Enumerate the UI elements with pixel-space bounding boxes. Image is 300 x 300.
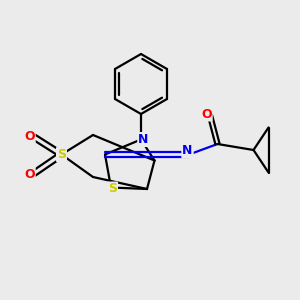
Text: O: O xyxy=(201,107,212,121)
Text: S: S xyxy=(108,182,117,196)
Text: O: O xyxy=(24,167,35,181)
Text: N: N xyxy=(138,133,148,146)
Text: N: N xyxy=(182,144,193,158)
Text: S: S xyxy=(57,148,66,161)
Text: O: O xyxy=(24,130,35,143)
